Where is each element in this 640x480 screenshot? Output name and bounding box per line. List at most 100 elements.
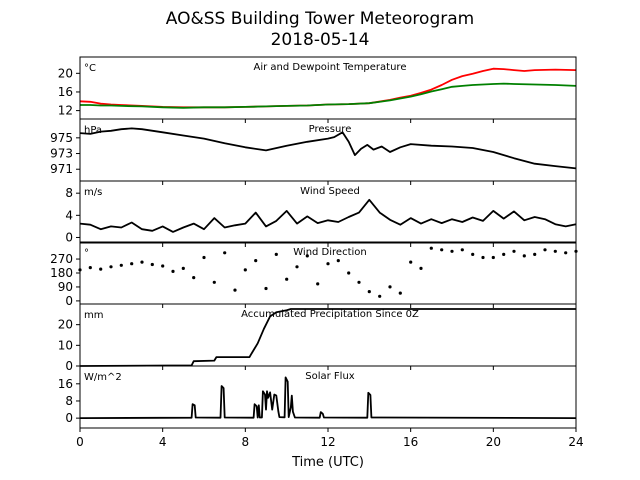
panel-4-point-8	[161, 264, 165, 268]
x-tick-label: 20	[486, 435, 501, 449]
panel-4-point-46	[553, 249, 557, 253]
x-tick-label: 16	[403, 435, 418, 449]
panel-4-point-10	[181, 266, 185, 270]
panel-4-point-29	[378, 294, 382, 298]
panel-4-point-25	[336, 259, 340, 263]
panel-4-point-16	[243, 268, 247, 272]
panel-4-point-14	[223, 251, 227, 255]
panel-unit-label: mm	[84, 310, 103, 321]
y-tick-label: 16	[58, 85, 73, 99]
panel-4-point-12	[202, 255, 206, 260]
panel-4-point-41	[502, 252, 506, 256]
panel-4-point-1	[88, 266, 92, 270]
panel-6-series-line-0	[79, 376, 577, 420]
x-tick-label: 0	[76, 435, 84, 449]
panel-4-point-34	[429, 246, 433, 250]
panel-4-point-37	[460, 248, 464, 252]
panel-1-series-line-1	[80, 82, 577, 109]
x-tick-label: 12	[320, 435, 335, 449]
panel-4-point-23	[316, 282, 320, 286]
y-tick-label: 0	[65, 411, 73, 425]
panel-title: Air and Dewpoint Temperature	[254, 62, 407, 73]
y-tick-label: 270	[50, 252, 73, 266]
panel-4-point-9	[171, 269, 175, 273]
x-tick-label: 4	[159, 435, 167, 449]
panel-4-point-21	[295, 265, 299, 269]
panel-4-point-39	[481, 255, 485, 260]
panel-5: 0 10 20 mm Accumulated Precipitation Since 0…	[58, 303, 577, 373]
panel-4-point-31	[398, 291, 402, 295]
panel-4-point-44	[533, 252, 537, 256]
panel-unit-label: °	[84, 248, 89, 259]
y-tick-label: 973	[50, 147, 73, 161]
panel-5-series-line-0	[79, 308, 576, 367]
panel-4-point-33	[419, 266, 423, 270]
panel-unit-label: m/s	[84, 187, 102, 198]
panel-unit-label: W/m^2	[84, 372, 122, 383]
y-tick-label: 12	[58, 104, 73, 118]
panel-4-point-26	[347, 271, 351, 275]
panel-3: 0 4 8 m/s Wind Speed	[65, 180, 577, 247]
y-tick-label: 971	[50, 162, 73, 176]
y-tick-label: 16	[58, 377, 73, 391]
panel-4-point-15	[233, 288, 237, 292]
panel-3-series-line-0	[79, 198, 577, 233]
panel-4-point-19	[274, 252, 278, 256]
panel-4-point-4	[119, 263, 123, 267]
y-tick-label: 8	[65, 186, 73, 200]
panel-title: Pressure	[309, 124, 352, 135]
panel-title: Wind Direction	[293, 247, 367, 258]
y-tick-label: 20	[58, 318, 73, 332]
figure-subtitle-date: 2018-05-14	[271, 30, 370, 50]
x-tick-label: 24	[568, 435, 583, 449]
panel-4-point-43	[522, 254, 526, 258]
y-tick-label: 180	[50, 266, 73, 280]
panel-4-point-5	[130, 262, 134, 266]
panel-4-point-24	[326, 262, 330, 266]
y-tick-label: 0	[65, 230, 73, 244]
x-axis-label: Time (UTC)	[291, 455, 364, 470]
panel-unit-label: °C	[84, 63, 96, 74]
panel-4-point-7	[150, 262, 154, 267]
panel-4-point-32	[409, 260, 413, 264]
panel-4-point-17	[254, 259, 258, 263]
panel-4-point-3	[109, 265, 113, 269]
panel-title: Accumulated Precipitation Since 0Z	[241, 309, 419, 320]
y-tick-label: 8	[65, 394, 73, 408]
panel-1: 12 16 20 °C Air and Dewpoint Temperature	[58, 56, 577, 123]
panel-4-point-36	[450, 249, 454, 253]
panel-4-point-18	[264, 286, 268, 291]
figure-title: AO&SS Building Tower Meteorogram	[166, 9, 474, 29]
panel-4-point-6	[140, 260, 144, 264]
panel-title: Solar Flux	[305, 371, 355, 382]
panel-4-point-27	[357, 280, 361, 284]
panel-4-point-40	[491, 255, 495, 260]
panel-4-point-2	[99, 267, 103, 271]
y-tick-label: 20	[58, 66, 73, 80]
panel-4-point-38	[471, 252, 475, 256]
x-tick-label: 8	[242, 435, 250, 449]
y-tick-label: 10	[58, 338, 73, 352]
panel-unit-label: hPa	[84, 125, 102, 136]
panel-4-point-13	[212, 280, 216, 284]
panel-2-series-line-0	[79, 127, 577, 170]
panel-title: Wind Speed	[300, 186, 360, 197]
panel-4-point-35	[440, 248, 444, 252]
y-tick-label: 4	[65, 208, 73, 222]
panel-4-point-11	[192, 276, 196, 280]
panel-4-point-28	[367, 290, 371, 294]
panel-4-point-42	[512, 249, 516, 253]
y-tick-label: 975	[50, 131, 73, 145]
panel-4-point-47	[564, 251, 568, 255]
panel-4-point-20	[285, 277, 289, 281]
panel-1-series-line-0	[79, 67, 577, 109]
y-tick-label: 0	[65, 359, 73, 373]
panel-6: 0 8 16 W/m^2 Solar Flux	[58, 365, 577, 432]
panel-4-point-45	[543, 248, 547, 252]
panel-4-point-30	[388, 285, 392, 289]
y-tick-label: 90	[58, 280, 73, 294]
